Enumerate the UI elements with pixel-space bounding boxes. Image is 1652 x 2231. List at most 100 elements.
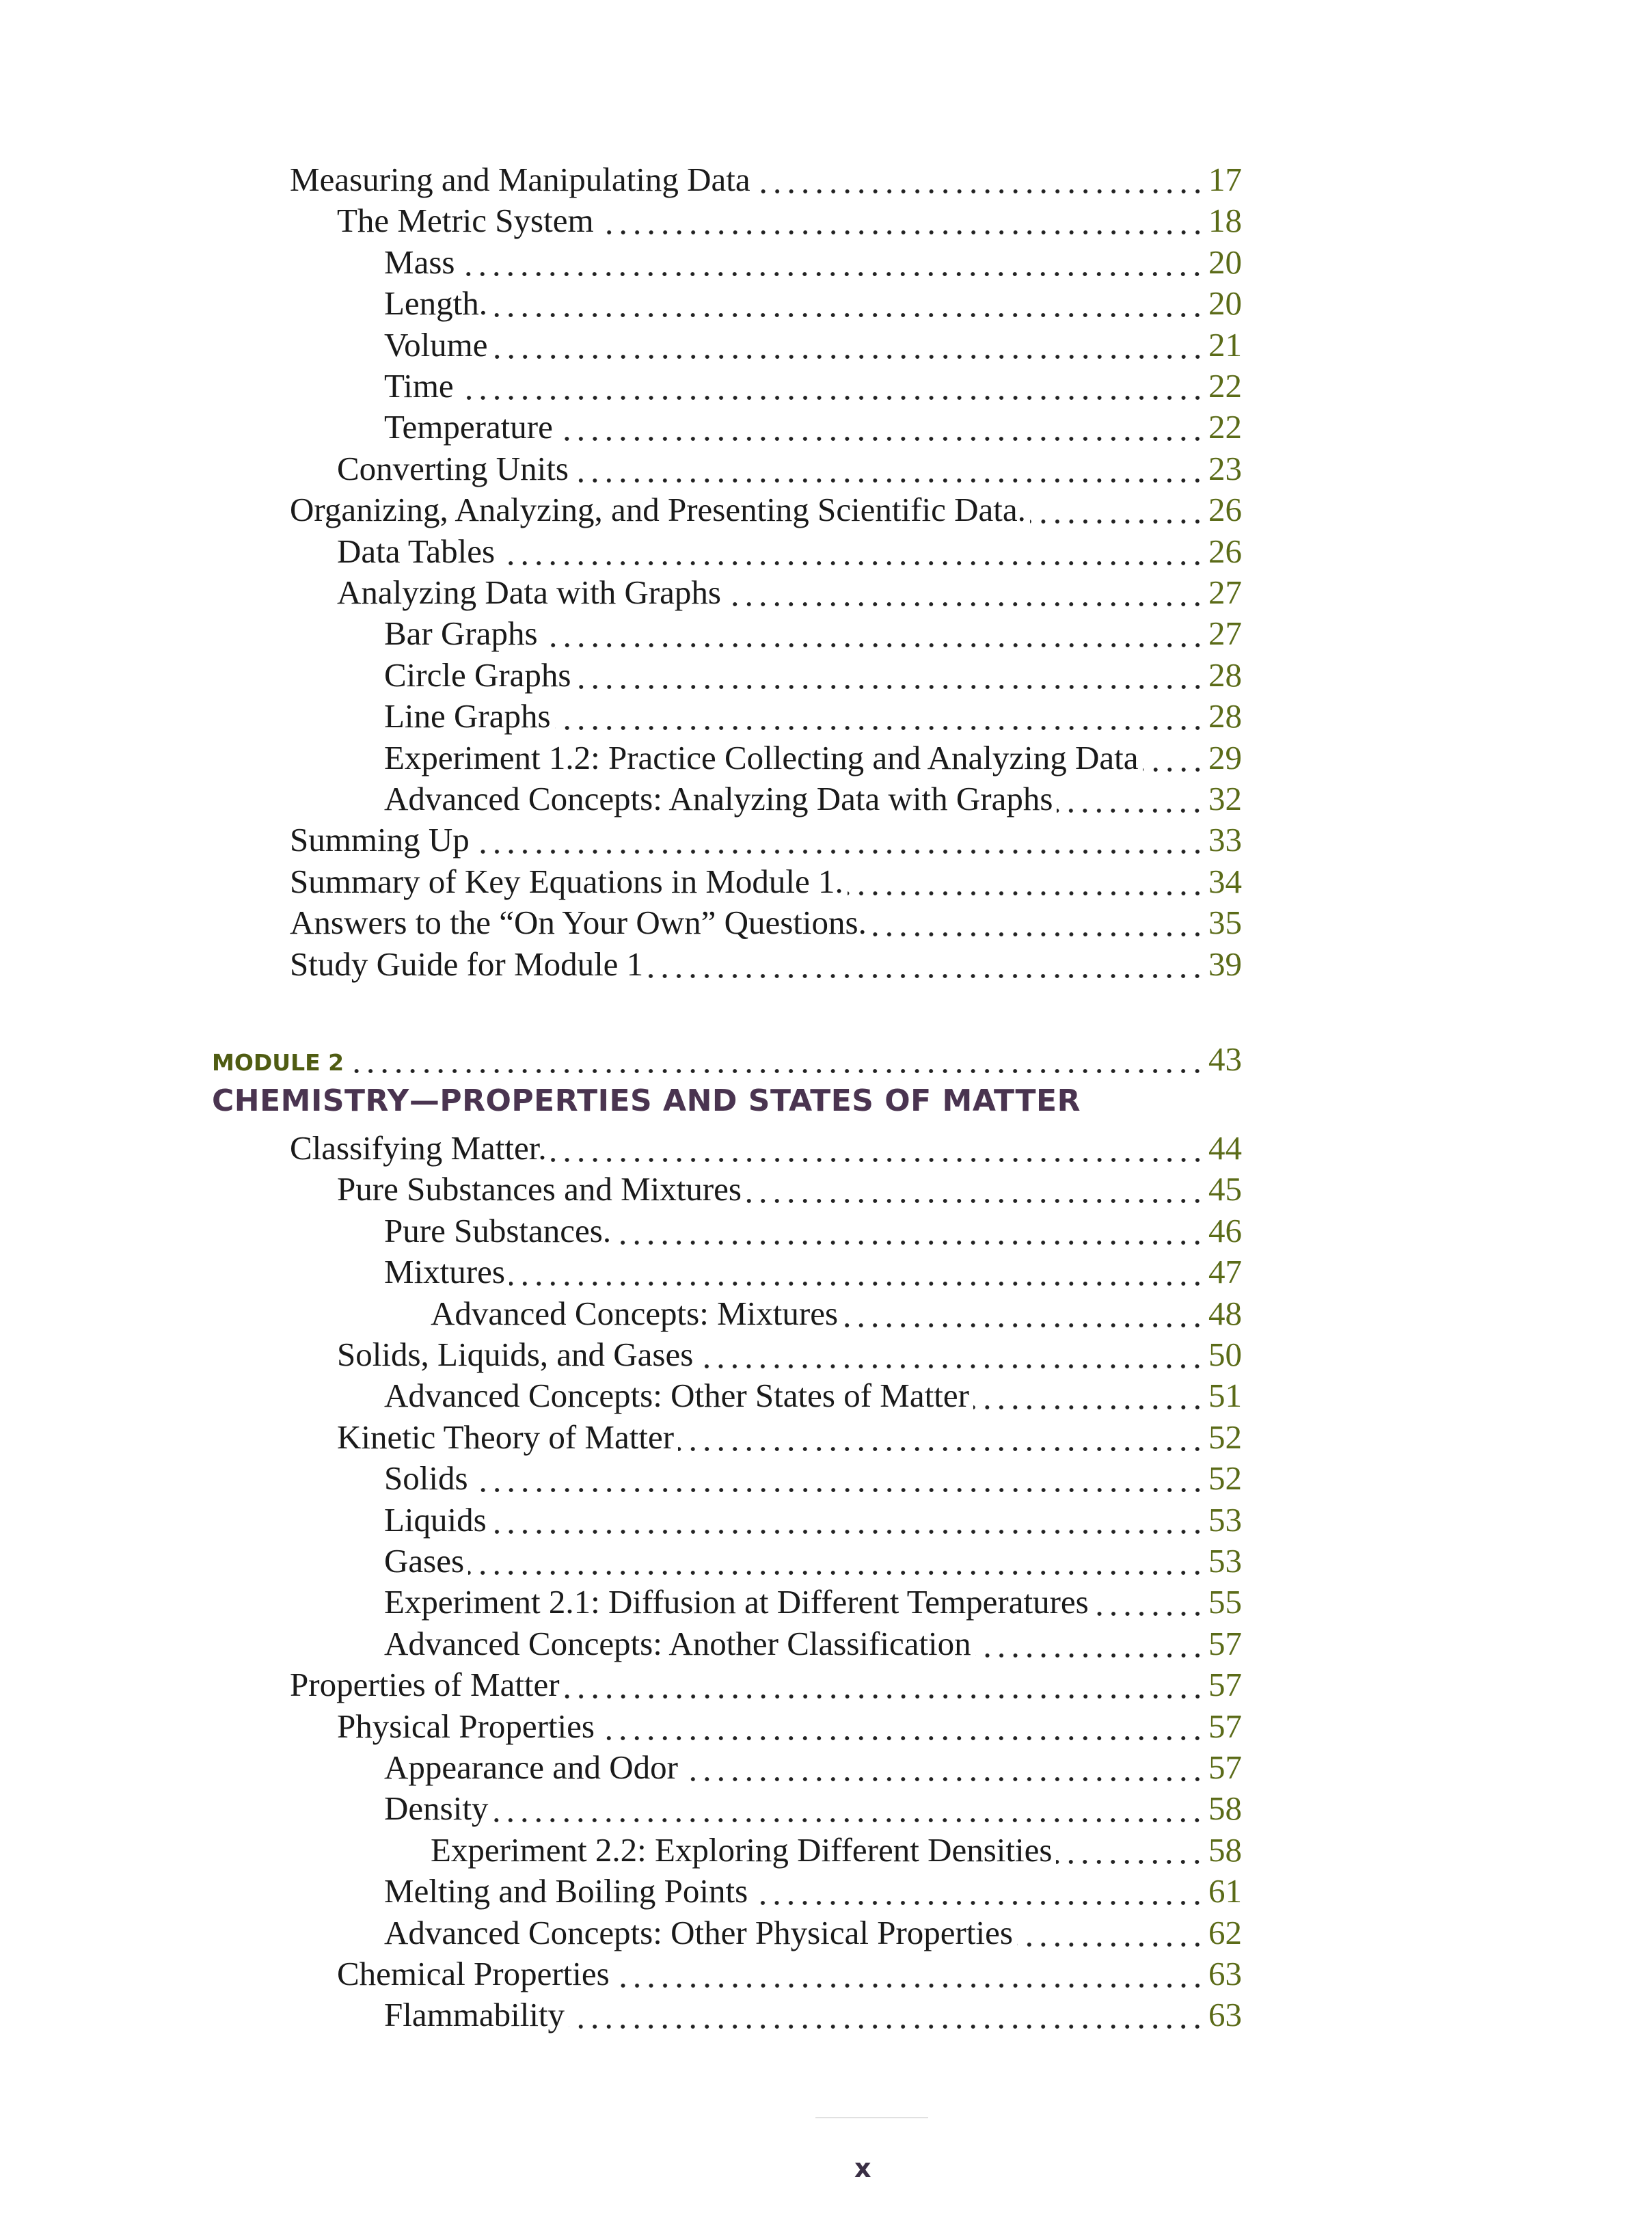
dot-leader: [697, 1334, 1204, 1375]
toc-entry[interactable]: Appearance and Odor 57: [384, 1747, 1242, 1788]
page-folio: x: [854, 2153, 871, 2183]
dot-leader: [597, 200, 1204, 242]
module-2-entry[interactable]: MODULE 2 43: [212, 1039, 1242, 1080]
toc-entry[interactable]: Advanced Concepts: Other Physical Proper…: [384, 1912, 1242, 1953]
page-number: 20: [1208, 243, 1242, 281]
page-number: 32: [1208, 780, 1242, 817]
toc-entry[interactable]: Analyzing Data with Graphs 27: [337, 572, 1242, 613]
page-number: 20: [1208, 284, 1242, 323]
toc-entry[interactable]: Advanced Concepts: Analyzing Data with G…: [384, 779, 1242, 820]
toc-entry[interactable]: Solids, Liquids, and Gases 50: [337, 1334, 1242, 1375]
toc-entry[interactable]: Gases 53: [384, 1541, 1242, 1582]
toc-entry[interactable]: Classifying Matter. 44: [290, 1128, 1242, 1169]
toc-entry[interactable]: Time 22: [384, 366, 1242, 407]
page-number: 58: [1208, 1789, 1242, 1828]
dot-leader: [491, 324, 1204, 366]
entry-title: Kinetic Theory of Matter: [337, 1418, 675, 1456]
dot-leader: [348, 1039, 1204, 1080]
page-number: 57: [1208, 1748, 1242, 1786]
dot-leader: [1029, 489, 1204, 531]
toc-entry[interactable]: Density 58: [384, 1788, 1242, 1830]
entry-title: Bar Graphs: [384, 614, 538, 653]
page-number: 50: [1208, 1336, 1242, 1373]
dot-leader: [468, 1541, 1204, 1582]
toc-entry[interactable]: Converting Units 23: [337, 448, 1242, 489]
dot-leader: [472, 1458, 1204, 1500]
toc-entry[interactable]: Advanced Concepts: Another Classificatio…: [384, 1623, 1242, 1664]
dot-leader: [575, 654, 1204, 696]
toc-entry[interactable]: Data Tables 26: [337, 530, 1242, 572]
toc-entry[interactable]: Advanced Concepts: Other States of Matte…: [384, 1375, 1242, 1417]
toc-entry[interactable]: Mass 20: [384, 241, 1242, 283]
page-number: 21: [1208, 325, 1242, 364]
entry-title: Summing Up: [290, 821, 470, 859]
toc-entry[interactable]: Experiment 2.1: Diffusion at Different T…: [384, 1582, 1242, 1623]
entry-title: Properties of Matter: [290, 1666, 560, 1704]
module-title: CHEMISTRY—PROPERTIES AND STATES OF MATTE…: [212, 1083, 1081, 1118]
page-number: 34: [1208, 862, 1242, 900]
toc-entry[interactable]: Answers to the “On Your Own” Questions. 3…: [290, 902, 1242, 944]
entry-title: Advanced Concepts: Another Classificatio…: [384, 1624, 971, 1662]
dot-leader: [746, 1169, 1204, 1211]
toc-entry[interactable]: Advanced Concepts: Mixtures 48: [431, 1293, 1242, 1334]
dot-leader: [678, 1416, 1204, 1458]
toc-entry[interactable]: Chemical Properties 63: [337, 1953, 1242, 1995]
entry-title: Experiment 1.2: Practice Collecting and …: [384, 738, 1139, 776]
entry-title: Line Graphs: [384, 697, 551, 735]
toc-entry[interactable]: Circle Graphs 28: [384, 654, 1242, 696]
toc-entry[interactable]: Experiment 1.2: Practice Collecting and …: [384, 737, 1242, 779]
toc-entry[interactable]: Summing Up 33: [290, 820, 1242, 861]
toc-entry[interactable]: Measuring and Manipulating Data 17: [290, 159, 1242, 200]
dot-leader: [509, 1252, 1204, 1293]
dot-leader: [569, 1995, 1204, 2036]
entry-title: Appearance and Odor: [384, 1748, 678, 1786]
toc-entry[interactable]: Organizing, Analyzing, and Presenting Sc…: [290, 489, 1242, 531]
toc-entry[interactable]: Temperature 22: [384, 407, 1242, 448]
toc-entry[interactable]: The Metric System 18: [337, 200, 1242, 242]
toc-entry[interactable]: Length. 20: [384, 283, 1242, 325]
entry-title: Converting Units: [337, 449, 569, 487]
toc-entry[interactable]: Physical Properties 57: [337, 1705, 1242, 1747]
entry-title: Analyzing Data with Graphs: [337, 573, 721, 611]
dot-leader: [754, 159, 1204, 200]
toc-entry[interactable]: Pure Substances. 46: [384, 1210, 1242, 1252]
page-number: 55: [1208, 1583, 1242, 1621]
toc-entry[interactable]: Bar Graphs 27: [384, 613, 1242, 655]
toc-entry[interactable]: Properties of Matter 57: [290, 1664, 1242, 1706]
page-number: 26: [1208, 491, 1242, 529]
entry-title: Length.: [384, 284, 488, 323]
dot-leader: [1142, 737, 1204, 779]
dot-leader: [572, 448, 1204, 489]
page-number: 63: [1208, 1996, 1242, 2034]
dot-leader: [490, 1499, 1204, 1541]
toc-entry[interactable]: Volume 21: [384, 324, 1242, 366]
dot-leader: [459, 241, 1204, 283]
dot-leader: [752, 1871, 1204, 1912]
page-number: 29: [1208, 738, 1242, 776]
toc-entry[interactable]: Melting and Boiling Points 61: [384, 1871, 1242, 1912]
toc-entry[interactable]: Summary of Key Equations in Module 1. 34: [290, 861, 1242, 902]
page-number: 52: [1208, 1418, 1242, 1456]
toc-entry[interactable]: Line Graphs 28: [384, 696, 1242, 738]
dot-leader: [870, 902, 1204, 944]
toc-entry[interactable]: Flammability 63: [384, 1995, 1242, 2036]
page-number: 27: [1208, 614, 1242, 653]
dot-leader: [647, 943, 1204, 985]
toc-entry[interactable]: Liquids 53: [384, 1499, 1242, 1541]
entry-title: Measuring and Manipulating Data: [290, 161, 750, 198]
dot-leader: [563, 1664, 1204, 1706]
page-number: 26: [1208, 532, 1242, 570]
page-number: 51: [1208, 1377, 1242, 1415]
toc-entry[interactable]: Study Guide for Module 1 39: [290, 943, 1242, 985]
toc-entry[interactable]: Experiment 2.2: Exploring Different Dens…: [431, 1829, 1242, 1871]
dot-leader: [1057, 779, 1204, 820]
toc-entry[interactable]: Solids 52: [384, 1458, 1242, 1500]
page-number: 63: [1208, 1955, 1242, 1992]
toc-entry[interactable]: Pure Substances and Mixtures 45: [337, 1169, 1242, 1211]
page-number: 61: [1208, 1872, 1242, 1910]
page-number: 22: [1208, 367, 1242, 405]
module-label: MODULE 2: [212, 1049, 344, 1076]
toc-entry[interactable]: Kinetic Theory of Matter 52: [337, 1416, 1242, 1458]
dot-leader: [613, 1953, 1204, 1995]
toc-entry[interactable]: Mixtures 47: [384, 1252, 1242, 1293]
